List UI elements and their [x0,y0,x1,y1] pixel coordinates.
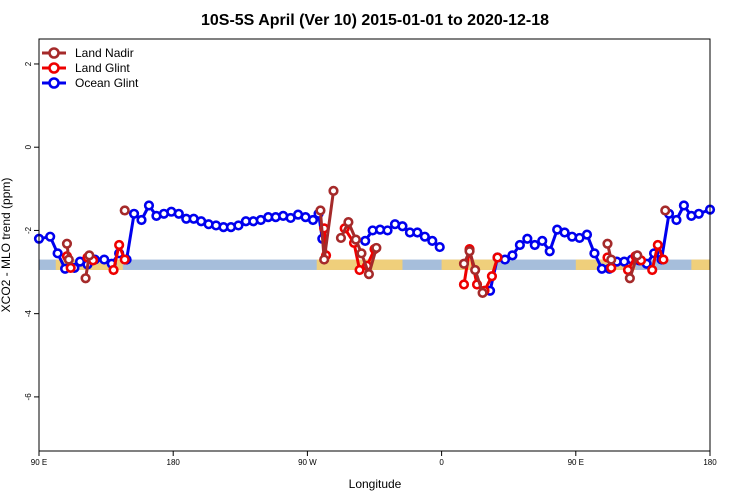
ocean-glint-point [434,241,445,253]
legend-swatch-marker [48,77,60,89]
ocean-glint-point [514,239,525,251]
land-glint-point [658,254,669,265]
land-nadir-point [602,238,613,249]
land-nadir-point [335,232,347,244]
reference-band-highlight [575,259,636,270]
land-nadir-point [315,205,326,216]
legend-label: Land Nadir [75,46,134,60]
ocean-glint-point [397,221,408,232]
land-nadir-series [61,185,671,298]
x-tick-label: 90 E [31,458,47,467]
ocean-glint-point [419,231,430,242]
legend-label: Land Glint [75,61,130,75]
x-tick-label: 180 [167,458,181,467]
y-tick-label: 0 [24,144,33,149]
legend-label: Ocean Glint [75,76,139,90]
ocean-glint-point [559,227,570,238]
land-nadir-point [328,185,339,196]
land-nadir-point [363,269,375,280]
land-nadir-point [470,264,481,276]
land-nadir-point [61,238,73,249]
land-glint-point [108,264,119,276]
ocean-glint-point [589,248,600,259]
plot-area [33,38,716,452]
y-axis-label: XCO2 - MLO trend (ppm) [0,178,13,313]
land-glint-point [114,239,125,251]
x-axis-label: Longitude [349,477,402,491]
legend-swatch-marker [48,62,60,74]
ocean-glint-point [678,200,690,211]
ocean-glint-point [99,254,110,265]
land-nadir-point [632,250,643,261]
land-nadir-point [606,254,617,265]
land-nadir-point [356,248,367,259]
land-nadir-point [84,250,95,261]
land-glint-point [486,271,498,282]
land-nadir-point [371,242,382,254]
land-nadir-point [319,254,330,265]
land-nadir-point [343,217,354,228]
legend-entry-land-nadir: Land Nadir [42,46,134,60]
land-nadir-point [80,273,91,284]
x-tick-label: 90 E [568,458,584,467]
legend-swatch-marker [48,47,60,59]
land-glint-point [652,239,663,251]
ocean-glint-point [136,214,147,226]
x-tick-label: 0 [439,458,444,467]
ocean-glint-point [507,250,518,261]
land-glint-point [65,262,76,273]
series-layer [33,185,716,298]
land-nadir-point [350,234,361,245]
ocean-glint-point [671,214,682,226]
chart-title: 10S-5S April (Ver 10) 2015-01-01 to 2020… [201,12,549,29]
land-glint-point [119,254,130,265]
ocean-glint-point [128,208,140,219]
y-axis: 2 0 -2 -4 -6 [24,61,39,400]
y-tick-label: -6 [24,393,33,401]
ocean-glint-point [581,229,593,240]
ocean-glint-point [52,248,63,259]
reference-band-highlight [691,259,710,270]
ocean-glint-point [529,239,540,251]
land-nadir-point [464,246,475,257]
ocean-glint-point [544,246,555,257]
ocean-glint-point [537,235,548,246]
x-axis: 90 E 180 90 W 0 90 E 180 [31,451,717,467]
land-glint-point [458,279,470,290]
land-glint-point [492,252,503,263]
ocean-glint-point [173,208,184,219]
y-tick-label: -4 [24,310,33,318]
y-tick-label: -2 [24,226,33,234]
ocean-glint-point [382,225,393,236]
legend-entry-land-glint: Land Glint [42,61,130,75]
land-nadir-line [462,249,485,294]
ocean-glint-point [412,227,423,238]
y-tick-label: 2 [24,61,33,66]
ocean-glint-point [45,231,56,242]
ocean-glint-point [427,235,438,246]
land-glint-point [606,262,617,273]
land-nadir-point [63,254,74,265]
x-tick-label: 180 [703,458,717,467]
ocean-glint-point [307,214,319,226]
ocean-glint-point [233,220,244,231]
plot-frame [38,38,711,452]
land-nadir-point [624,273,635,284]
x-tick-label: 90 W [298,458,317,467]
ocean-glint-point [360,235,371,246]
land-nadir-point [660,205,671,216]
land-nadir-point [477,287,488,298]
land-glint-point [354,264,365,276]
ocean-glint-point [522,233,533,244]
ocean-glint-point [693,208,704,219]
land-glint-point [647,264,658,276]
legend-entry-ocean-glint: Ocean Glint [42,76,139,90]
land-nadir-point [119,205,130,216]
ocean-glint-point [143,200,155,211]
land-nadir-point [458,258,470,269]
